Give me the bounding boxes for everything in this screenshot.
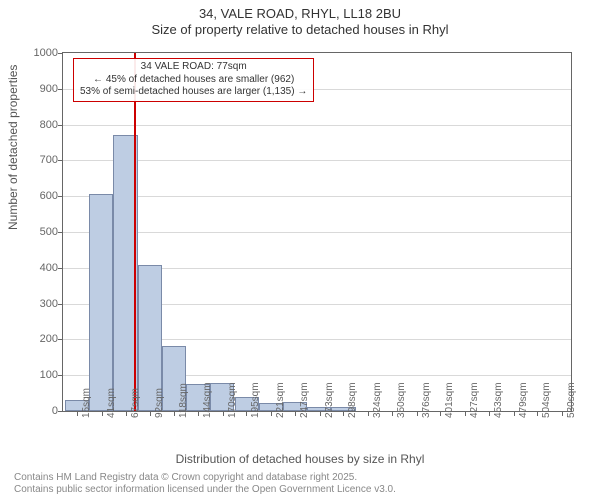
x-tick-mark	[465, 412, 466, 416]
x-tick-label: 453sqm	[493, 382, 504, 418]
x-tick-label: 221sqm	[275, 382, 286, 418]
reference-annotation: 34 VALE ROAD: 77sqm← 45% of detached hou…	[73, 58, 314, 102]
annotation-line: 34 VALE ROAD: 77sqm	[80, 61, 307, 74]
x-tick-label: 92sqm	[154, 388, 165, 418]
reference-line	[134, 53, 136, 411]
y-tick-mark	[58, 89, 62, 90]
x-tick-mark	[126, 412, 127, 416]
x-tick-mark	[150, 412, 151, 416]
y-tick-label: 900	[18, 83, 58, 95]
x-tick-mark	[102, 412, 103, 416]
annotation-line: ← 45% of detached houses are smaller (96…	[80, 74, 307, 87]
x-tick-label: 376sqm	[421, 382, 432, 418]
y-tick-label: 500	[18, 226, 58, 238]
y-tick-label: 400	[18, 262, 58, 274]
x-tick-label: 67sqm	[130, 388, 141, 418]
x-tick-label: 170sqm	[227, 382, 238, 418]
gridline	[63, 232, 571, 233]
y-tick-mark	[58, 196, 62, 197]
y-tick-mark	[58, 375, 62, 376]
y-tick-label: 300	[18, 298, 58, 310]
x-tick-mark	[343, 412, 344, 416]
y-tick-mark	[58, 339, 62, 340]
histogram-bar	[89, 194, 113, 411]
x-tick-mark	[295, 412, 296, 416]
x-tick-label: 273sqm	[324, 382, 335, 418]
annotation-line: 53% of semi-detached houses are larger (…	[80, 86, 307, 99]
x-tick-label: 479sqm	[518, 382, 529, 418]
x-tick-label: 401sqm	[444, 382, 455, 418]
y-tick-mark	[58, 304, 62, 305]
title-line-2: Size of property relative to detached ho…	[0, 22, 600, 38]
y-tick-mark	[58, 53, 62, 54]
x-tick-mark	[246, 412, 247, 416]
x-axis-label: Distribution of detached houses by size …	[0, 452, 600, 466]
y-tick-mark	[58, 411, 62, 412]
footer-line-1: Contains HM Land Registry data © Crown c…	[14, 472, 396, 484]
x-tick-label: 427sqm	[469, 382, 480, 418]
x-tick-mark	[440, 412, 441, 416]
histogram-plot-area: 34 VALE ROAD: 77sqm← 45% of detached hou…	[62, 52, 572, 412]
x-tick-label: 530sqm	[566, 382, 577, 418]
y-tick-label: 600	[18, 190, 58, 202]
x-tick-label: 144sqm	[202, 382, 213, 418]
x-tick-label: 247sqm	[299, 382, 310, 418]
x-tick-mark	[223, 412, 224, 416]
x-tick-mark	[489, 412, 490, 416]
x-tick-mark	[417, 412, 418, 416]
x-tick-mark	[392, 412, 393, 416]
y-tick-label: 1000	[18, 47, 58, 59]
x-tick-mark	[562, 412, 563, 416]
title-line-1: 34, VALE ROAD, RHYL, LL18 2BU	[0, 6, 600, 22]
y-tick-mark	[58, 232, 62, 233]
y-tick-mark	[58, 160, 62, 161]
x-tick-label: 298sqm	[347, 382, 358, 418]
footer-line-2: Contains public sector information licen…	[14, 484, 396, 496]
x-tick-mark	[320, 412, 321, 416]
y-tick-label: 100	[18, 369, 58, 381]
x-tick-mark	[77, 412, 78, 416]
y-tick-label: 0	[18, 405, 58, 417]
x-tick-mark	[514, 412, 515, 416]
y-tick-mark	[58, 125, 62, 126]
y-tick-label: 700	[18, 154, 58, 166]
x-tick-mark	[174, 412, 175, 416]
x-tick-mark	[368, 412, 369, 416]
x-tick-label: 195sqm	[250, 382, 261, 418]
x-tick-mark	[537, 412, 538, 416]
y-tick-label: 800	[18, 119, 58, 131]
attribution-footer: Contains HM Land Registry data © Crown c…	[14, 472, 396, 496]
x-tick-label: 118sqm	[178, 383, 189, 418]
x-tick-label: 324sqm	[372, 382, 383, 418]
x-tick-label: 350sqm	[396, 382, 407, 418]
x-tick-label: 41sqm	[106, 388, 117, 418]
x-tick-mark	[271, 412, 272, 416]
gridline	[63, 196, 571, 197]
x-tick-mark	[198, 412, 199, 416]
gridline	[63, 125, 571, 126]
x-tick-label: 15sqm	[81, 388, 92, 418]
chart-title-block: 34, VALE ROAD, RHYL, LL18 2BU Size of pr…	[0, 0, 600, 39]
y-tick-label: 200	[18, 333, 58, 345]
gridline	[63, 160, 571, 161]
x-tick-label: 504sqm	[541, 382, 552, 418]
y-tick-mark	[58, 268, 62, 269]
